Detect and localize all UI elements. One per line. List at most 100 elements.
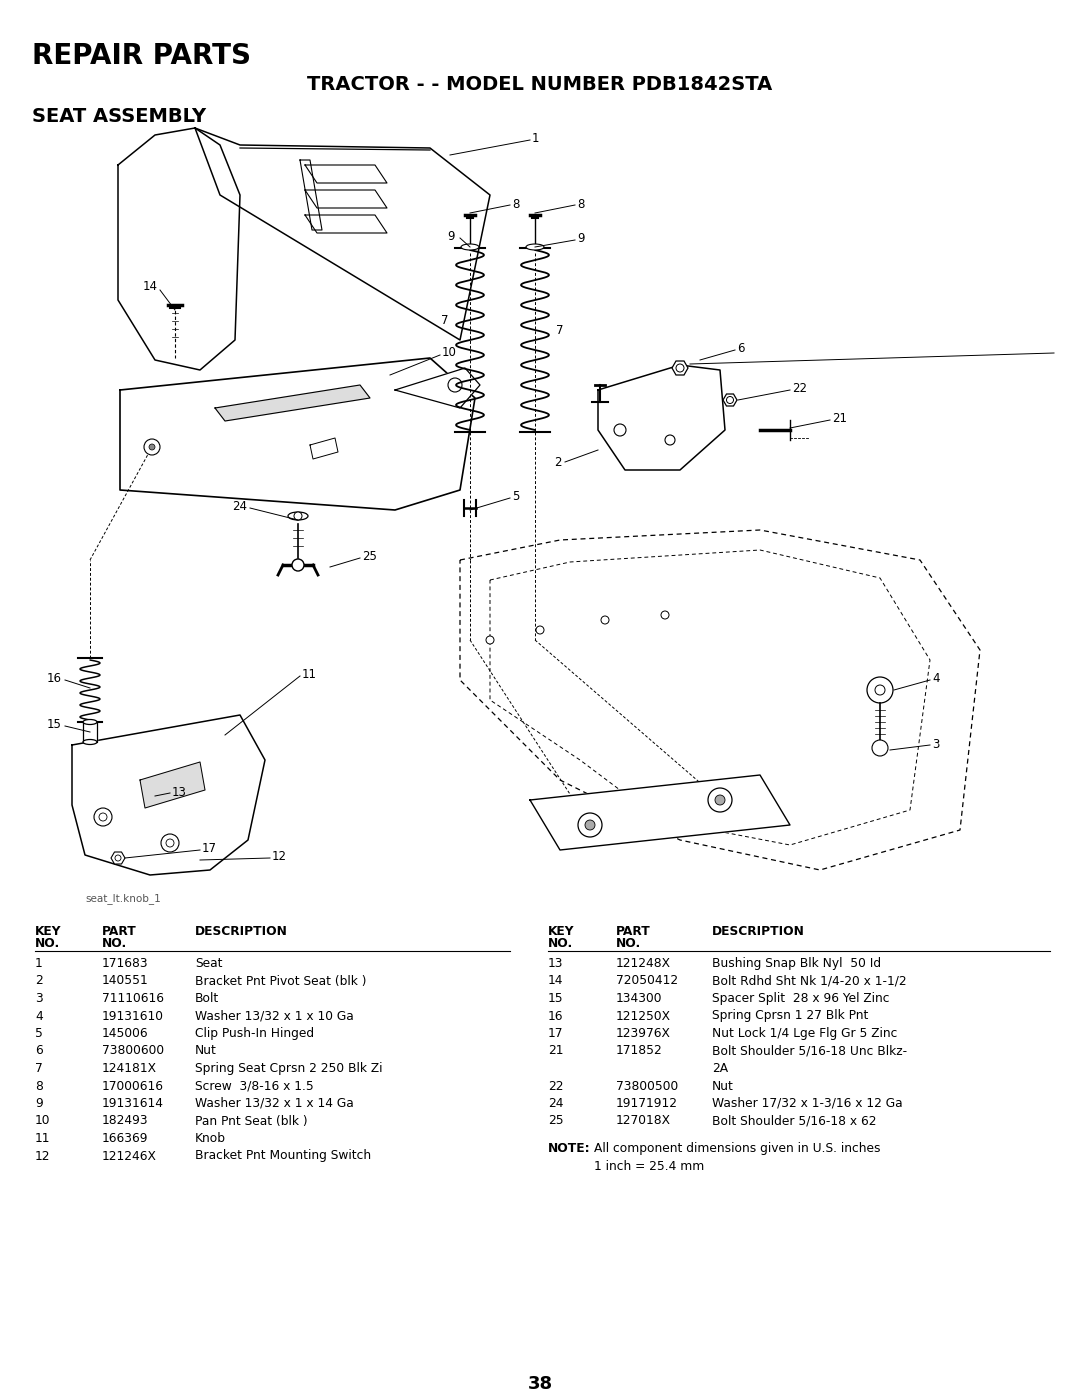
Text: Bracket Pnt Pivot Seat (blk ): Bracket Pnt Pivot Seat (blk ) (195, 975, 366, 988)
Text: NO.: NO. (548, 937, 573, 950)
Text: 17000616: 17000616 (102, 1080, 164, 1092)
Text: Washer 13/32 x 1 x 10 Ga: Washer 13/32 x 1 x 10 Ga (195, 1010, 354, 1023)
Polygon shape (672, 360, 688, 374)
Text: 22: 22 (548, 1080, 564, 1092)
Text: 8: 8 (577, 197, 584, 211)
Ellipse shape (83, 719, 97, 725)
Text: Nut Lock 1/4 Lge Flg Gr 5 Zinc: Nut Lock 1/4 Lge Flg Gr 5 Zinc (712, 1027, 897, 1039)
Text: TRACTOR - - MODEL NUMBER PDB1842STA: TRACTOR - - MODEL NUMBER PDB1842STA (308, 75, 772, 94)
Text: REPAIR PARTS: REPAIR PARTS (32, 42, 251, 70)
Text: 2A: 2A (712, 1062, 728, 1076)
Text: Bushing Snap Blk Nyl  50 Id: Bushing Snap Blk Nyl 50 Id (712, 957, 881, 970)
Circle shape (99, 813, 107, 821)
Circle shape (536, 626, 544, 634)
Circle shape (94, 807, 112, 826)
Circle shape (872, 740, 888, 756)
Text: 13: 13 (172, 785, 187, 799)
Polygon shape (305, 190, 387, 208)
Text: 11: 11 (35, 1132, 51, 1146)
Text: 145006: 145006 (102, 1027, 149, 1039)
Text: Spacer Split  28 x 96 Yel Zinc: Spacer Split 28 x 96 Yel Zinc (712, 992, 890, 1004)
Text: 19131610: 19131610 (102, 1010, 164, 1023)
Text: Spring Seat Cprsn 2 250 Blk Zi: Spring Seat Cprsn 2 250 Blk Zi (195, 1062, 382, 1076)
Text: Spring Cprsn 1 27 Blk Pnt: Spring Cprsn 1 27 Blk Pnt (712, 1010, 868, 1023)
Circle shape (708, 788, 732, 812)
Polygon shape (83, 722, 97, 742)
Text: 71110616: 71110616 (102, 992, 164, 1004)
Text: 19171912: 19171912 (616, 1097, 678, 1111)
Text: 9: 9 (577, 232, 584, 246)
Text: 4: 4 (932, 672, 940, 686)
Circle shape (144, 439, 160, 455)
Circle shape (615, 425, 626, 436)
Text: 8: 8 (35, 1080, 43, 1092)
Polygon shape (195, 129, 490, 339)
Circle shape (292, 559, 303, 571)
Polygon shape (530, 775, 789, 849)
Text: 7: 7 (35, 1062, 43, 1076)
Text: 21: 21 (548, 1045, 564, 1058)
Text: PART: PART (616, 925, 651, 937)
Text: 124181X: 124181X (102, 1062, 157, 1076)
Text: 9: 9 (35, 1097, 43, 1111)
Text: 16: 16 (548, 1010, 564, 1023)
Text: 1: 1 (35, 957, 43, 970)
Text: 182493: 182493 (102, 1115, 149, 1127)
Polygon shape (120, 358, 475, 510)
Text: 7: 7 (441, 313, 448, 327)
Text: Bolt: Bolt (195, 992, 219, 1004)
Text: Seat: Seat (195, 957, 222, 970)
Circle shape (875, 685, 885, 694)
Text: Screw  3/8-16 x 1.5: Screw 3/8-16 x 1.5 (195, 1080, 314, 1092)
Circle shape (294, 511, 302, 520)
Polygon shape (300, 161, 322, 231)
Circle shape (661, 610, 669, 619)
Text: 4: 4 (35, 1010, 43, 1023)
Text: 15: 15 (48, 718, 62, 732)
Text: 10: 10 (442, 346, 457, 359)
Text: 24: 24 (232, 500, 247, 514)
Text: 6: 6 (35, 1045, 43, 1058)
Text: 14: 14 (548, 975, 564, 988)
Text: 9: 9 (447, 229, 455, 243)
Polygon shape (305, 165, 387, 183)
Ellipse shape (461, 244, 480, 250)
Ellipse shape (83, 739, 97, 745)
Text: 121250X: 121250X (616, 1010, 671, 1023)
Polygon shape (118, 129, 240, 370)
Text: 7: 7 (556, 324, 564, 337)
Text: Pan Pnt Seat (blk ): Pan Pnt Seat (blk ) (195, 1115, 308, 1127)
Circle shape (867, 678, 893, 703)
Polygon shape (395, 367, 480, 408)
Text: 134300: 134300 (616, 992, 662, 1004)
Text: Nut: Nut (712, 1080, 734, 1092)
Text: 12: 12 (35, 1150, 51, 1162)
Polygon shape (305, 215, 387, 233)
Text: 14: 14 (143, 281, 158, 293)
Polygon shape (72, 715, 265, 875)
Text: 73800600: 73800600 (102, 1045, 164, 1058)
Circle shape (676, 365, 684, 372)
Text: Nut: Nut (195, 1045, 217, 1058)
Text: 15: 15 (548, 992, 564, 1004)
Text: 171852: 171852 (616, 1045, 663, 1058)
Text: Knob: Knob (195, 1132, 226, 1146)
Text: SEAT ASSEMBLY: SEAT ASSEMBLY (32, 108, 206, 126)
Text: 13: 13 (548, 957, 564, 970)
Text: seat_lt.knob_1: seat_lt.knob_1 (85, 893, 161, 904)
Text: KEY: KEY (548, 925, 575, 937)
Text: 127018X: 127018X (616, 1115, 671, 1127)
Circle shape (161, 834, 179, 852)
Text: 12: 12 (272, 851, 287, 863)
Polygon shape (140, 761, 205, 807)
Text: NO.: NO. (35, 937, 60, 950)
Circle shape (578, 813, 602, 837)
Text: Bolt Rdhd Sht Nk 1/4-20 x 1-1/2: Bolt Rdhd Sht Nk 1/4-20 x 1-1/2 (712, 975, 906, 988)
Text: 2: 2 (554, 457, 562, 469)
Text: 121246X: 121246X (102, 1150, 157, 1162)
Polygon shape (598, 365, 725, 469)
Text: 171683: 171683 (102, 957, 149, 970)
Text: Bracket Pnt Mounting Switch: Bracket Pnt Mounting Switch (195, 1150, 372, 1162)
Text: DESCRIPTION: DESCRIPTION (195, 925, 288, 937)
Text: 22: 22 (792, 383, 807, 395)
